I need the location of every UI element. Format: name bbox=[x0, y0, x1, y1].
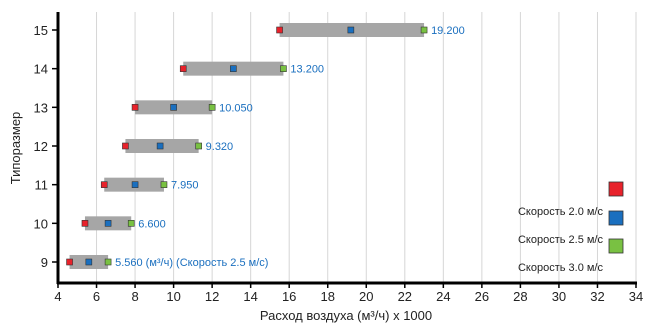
data-marker bbox=[195, 142, 202, 150]
y-axis-label: Типоразмер bbox=[8, 112, 23, 185]
data-marker bbox=[104, 258, 112, 266]
legend-swatch bbox=[608, 238, 624, 254]
x-tick-label: 24 bbox=[436, 289, 450, 304]
y-tick-label: 10 bbox=[34, 216, 48, 231]
data-marker bbox=[66, 258, 73, 266]
x-tick-label: 6 bbox=[93, 289, 100, 304]
x-tick-label: 16 bbox=[282, 289, 296, 304]
x-tick-label: 22 bbox=[398, 289, 412, 304]
y-tick-label: 15 bbox=[34, 23, 48, 38]
legend-swatch bbox=[608, 181, 624, 197]
y-tick-label: 13 bbox=[34, 100, 48, 115]
value-annotation: 13.200 bbox=[290, 64, 324, 76]
value-annotation: 7.950 bbox=[171, 180, 199, 192]
x-tick-label: 32 bbox=[590, 289, 604, 304]
value-annotation: 5.560 (м³/ч) (Скорость 2.5 м/с) bbox=[115, 257, 268, 269]
axes bbox=[56, 12, 637, 285]
x-tick-label: 34 bbox=[629, 289, 643, 304]
value-annotation: 9.320 bbox=[206, 141, 234, 153]
data-marker bbox=[276, 26, 283, 34]
legend: Скорость 2.0 м/с Скорость 2.5 м/с Скорость… bbox=[518, 181, 624, 274]
data-marker bbox=[179, 65, 187, 72]
legend-label: Скорость 2.0 м/с bbox=[518, 206, 604, 218]
x-tick-label: 26 bbox=[475, 289, 489, 304]
value-annotation: 10.050 bbox=[219, 102, 253, 114]
x-tick-label: 18 bbox=[320, 289, 334, 304]
x-tick-label: 14 bbox=[243, 289, 257, 304]
data-marker bbox=[104, 220, 112, 227]
data-marker bbox=[156, 142, 164, 150]
data-marker bbox=[81, 220, 89, 227]
y-tick-label: 14 bbox=[34, 62, 48, 77]
y-tick-label: 11 bbox=[35, 178, 49, 193]
data-marker bbox=[230, 65, 237, 72]
x-tick-label: 12 bbox=[205, 289, 219, 304]
data-marker bbox=[160, 181, 168, 188]
legend-label: Скорость 2.5 м/с bbox=[518, 234, 604, 246]
x-axis-label: Расход воздуха (м³/ч) x 1000 bbox=[260, 308, 432, 323]
data-marker bbox=[131, 104, 139, 111]
y-tick-label: 12 bbox=[34, 139, 48, 154]
data-marker bbox=[170, 104, 177, 111]
x-tick-label: 30 bbox=[552, 289, 566, 304]
data-markers bbox=[66, 26, 428, 266]
data-marker bbox=[420, 26, 428, 34]
legend-swatch bbox=[608, 210, 624, 226]
x-tick-label: 20 bbox=[359, 289, 373, 304]
value-annotations: 5.560 (м³/ч) (Скорость 2.5 м/с) 6.600 7.95… bbox=[115, 25, 465, 269]
y-tick-label: 9 bbox=[41, 255, 48, 270]
data-marker bbox=[85, 258, 93, 266]
data-marker bbox=[127, 220, 135, 227]
data-marker bbox=[131, 181, 139, 188]
x-tick-label: 10 bbox=[166, 289, 180, 304]
legend-label: Скорость 3.0 м/с bbox=[518, 262, 604, 274]
x-tick-label: 4 bbox=[54, 289, 61, 304]
data-marker bbox=[280, 65, 287, 72]
x-tick-labels: 4 6 8 10 12 14 16 18 20 22 24 26 28 30 32 34 bbox=[54, 283, 643, 304]
data-marker bbox=[208, 104, 216, 111]
grid-lines bbox=[96, 12, 637, 283]
data-marker bbox=[347, 26, 355, 34]
value-annotation: 19.200 bbox=[431, 25, 465, 37]
x-tick-label: 28 bbox=[513, 289, 527, 304]
data-marker bbox=[122, 142, 129, 150]
value-annotation: 6.600 bbox=[138, 218, 166, 230]
data-marker bbox=[100, 181, 108, 188]
x-tick-label: 8 bbox=[131, 289, 138, 304]
y-tick-labels: 9 10 11 12 13 14 15 bbox=[34, 23, 58, 270]
